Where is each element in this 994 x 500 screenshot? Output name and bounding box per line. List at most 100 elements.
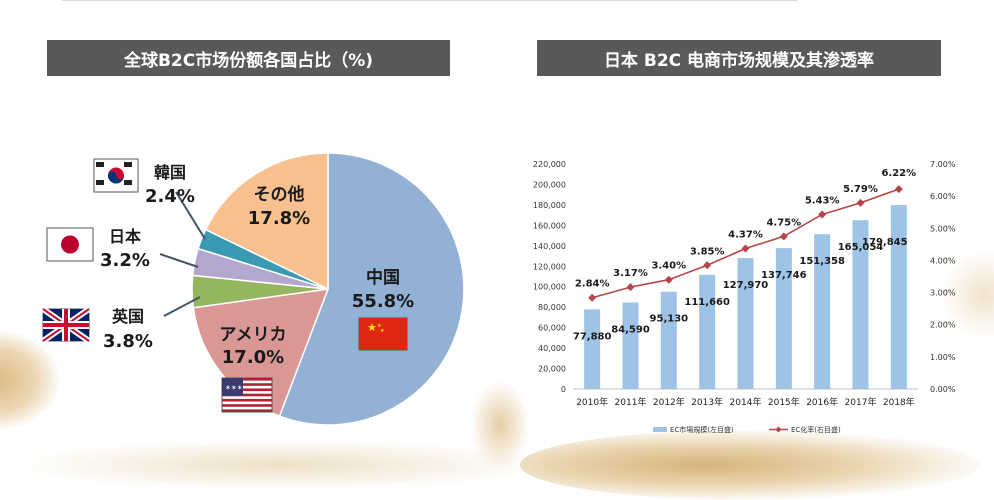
line-value-label: 3.85%	[690, 246, 725, 257]
flag-star: ★	[377, 323, 382, 329]
bar	[852, 220, 869, 389]
y-right-tick-label: 3.00%	[930, 289, 956, 298]
bar-value-label: 151,358	[799, 256, 845, 267]
legend-line-marker	[775, 426, 782, 433]
legend-bar-swatch	[653, 427, 667, 432]
slice-value-label: 3.8%	[103, 331, 153, 352]
slice-value-label: 55.8%	[352, 291, 414, 312]
slice-value-label: 17.8%	[248, 208, 310, 229]
y-right-tick-label: 6.00%	[930, 192, 956, 201]
leader-line	[163, 296, 201, 317]
x-tick-label: 2012年	[653, 396, 685, 408]
y-left-tick-label: 180,000	[533, 201, 566, 210]
x-tick-label: 2017年	[845, 396, 877, 408]
y-right-tick-label: 0.00%	[930, 385, 956, 394]
flag-field	[359, 318, 407, 350]
line-point	[626, 283, 635, 292]
bar-value-label: 95,130	[650, 314, 689, 325]
flag-sun	[61, 235, 79, 254]
y-right-tick-label: 4.00%	[930, 256, 956, 265]
y-left-tick-label: 40,000	[538, 344, 566, 353]
line-value-label: 5.79%	[843, 184, 878, 195]
usa-flag-icon: ✶✶✶	[221, 377, 273, 413]
y-left-tick-label: 120,000	[533, 262, 566, 271]
flag-stripe	[222, 393, 272, 397]
y-right-tick-label: 2.00%	[930, 321, 956, 330]
line-value-label: 3.40%	[651, 261, 686, 272]
line-value-label: 2.84%	[575, 279, 610, 290]
top-divider	[62, 0, 797, 1]
x-tick-label: 2011年	[615, 396, 647, 408]
x-tick-label: 2015年	[768, 396, 800, 408]
pie-slice	[204, 152, 329, 291]
flag-stars: ✶✶✶	[225, 384, 243, 392]
y-left-tick-label: 160,000	[533, 221, 566, 230]
bar-chart-title: 日本 B2C 电商市场规模及其渗透率	[537, 40, 941, 76]
y-left-tick-label: 0	[561, 385, 566, 394]
bar-value-label: 127,970	[723, 280, 769, 291]
slice-name-label: 韓国	[154, 163, 186, 182]
line-point	[741, 244, 750, 253]
chart-legend: EC市場規模(左目盛) EC化率(右目盛)	[653, 425, 841, 434]
slice-name-label: アメリカ	[219, 325, 286, 345]
line-point	[894, 185, 903, 194]
bar-value-label: 84,590	[611, 324, 650, 335]
line-point	[664, 275, 673, 284]
flag-stripe	[222, 388, 272, 392]
y-left-tick-label: 140,000	[533, 242, 566, 251]
line-value-label: 4.37%	[728, 230, 763, 241]
flag-trigram	[96, 180, 104, 185]
line-point	[779, 232, 788, 241]
leader-line	[159, 253, 199, 268]
japan-flag-icon	[46, 227, 94, 262]
line-point	[588, 293, 597, 302]
slice-name-label: その他	[254, 184, 305, 205]
japan-ec-bar-line-chart: 0 20,000 40,000 60,000 80,000 100,000 120,000 1…	[533, 160, 956, 434]
bar-value-label: 77,880	[573, 331, 612, 342]
slice-value-label: 17.0%	[222, 347, 284, 368]
x-tick-label: 2010年	[576, 396, 608, 408]
flag-canton	[222, 378, 243, 396]
flag-trigram	[96, 162, 104, 167]
bar	[737, 258, 754, 389]
flag-star: ★	[367, 321, 377, 334]
flag-stripe	[222, 398, 272, 402]
slice-value-label: 3.2%	[100, 250, 150, 271]
line-point	[856, 198, 865, 207]
y-left-tick-label: 20,000	[538, 365, 566, 374]
bar	[890, 205, 907, 389]
legend-line-label: EC化率(右目盛)	[791, 425, 841, 434]
y-left-tick-label: 60,000	[538, 324, 566, 333]
flag-trigram	[124, 180, 132, 185]
flag-cross-h-red	[43, 323, 89, 327]
y-left-tick-label: 80,000	[538, 303, 566, 312]
flag-trigram	[124, 162, 132, 167]
x-tick-label: 2016年	[806, 396, 838, 408]
y-left-tick-label: 100,000	[533, 283, 566, 292]
flag-stripe	[222, 383, 272, 386]
bar	[660, 291, 677, 389]
china-flag-icon: ★ ★★	[358, 317, 408, 351]
uk-flag-icon	[41, 306, 91, 344]
line-value-label: 6.22%	[881, 168, 916, 179]
y-right-tick-label: 7.00%	[930, 160, 956, 169]
bar	[584, 309, 601, 389]
y-right-tick-label: 5.00%	[930, 224, 956, 233]
bar	[814, 234, 831, 389]
y-left-tick-label: 220,000	[533, 160, 566, 169]
flag-stripe	[222, 409, 272, 412]
line-value-label: 3.17%	[613, 268, 648, 279]
bar-value-label: 165,054	[838, 242, 884, 253]
y-right-tick-label: 1.00%	[930, 353, 956, 362]
korea-flag-icon	[93, 158, 139, 193]
bar-value-label: 111,660	[684, 297, 730, 308]
slice-name-label: 日本	[109, 227, 141, 246]
bar-value-label: 179,845	[862, 237, 908, 248]
x-tick-label: 2014年	[730, 396, 762, 408]
bar	[622, 302, 639, 389]
flag-star: ★	[380, 328, 385, 334]
leader-line	[175, 191, 206, 240]
pie-chart-title: 全球B2C市场份额各国占比（%)	[47, 40, 450, 76]
